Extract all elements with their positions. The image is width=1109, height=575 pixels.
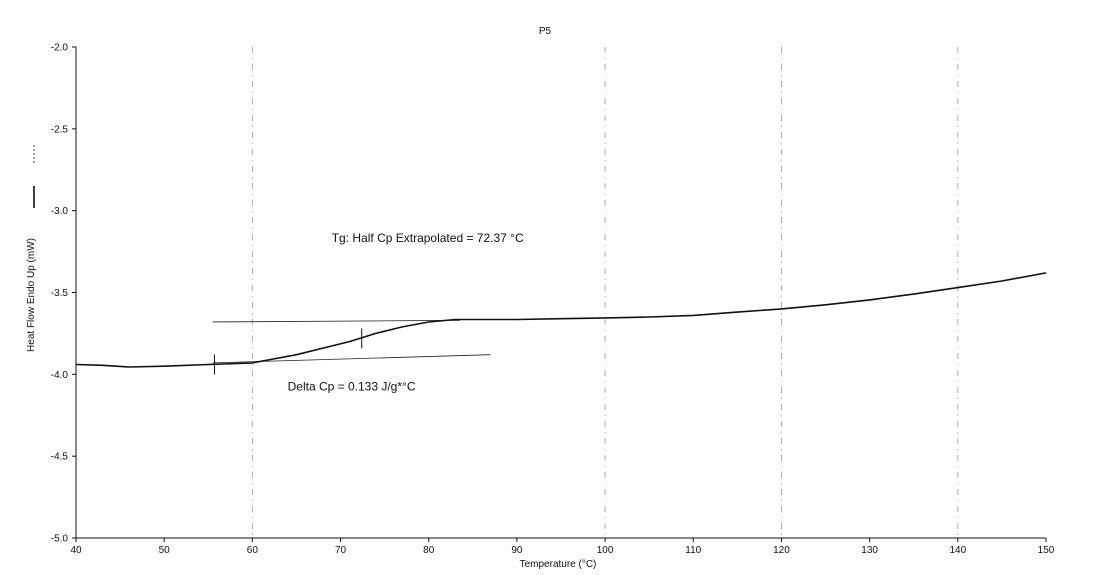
- annotation-text: Tg: Half Cp Extrapolated = 72.37 °C: [332, 231, 524, 245]
- tangent-line: [212, 354, 491, 364]
- y-tick-label: -5.0: [51, 534, 69, 545]
- annotation-group: Tg: Half Cp Extrapolated = 72.37 °C Delta…: [288, 231, 524, 394]
- y-tick-label: -4.0: [51, 370, 69, 381]
- x-tick-label: 150: [1038, 545, 1055, 556]
- x-tick-label: 80: [423, 545, 435, 556]
- vertical-reference-lines: [251, 47, 959, 538]
- x-tick-label: 90: [511, 545, 523, 556]
- heat-flow-series-line: [75, 272, 1047, 368]
- x-axis-title: Temperature (°C): [520, 559, 597, 570]
- x-tick-label: 60: [247, 545, 259, 556]
- x-tick-label: 140: [949, 545, 966, 556]
- marker-group: [213, 328, 363, 375]
- series-group: [75, 272, 1047, 368]
- y-tick-label: -4.5: [51, 452, 69, 463]
- annotation-text: Delta Cp = 0.133 J/g*°C: [288, 380, 416, 394]
- x-tick-label: 100: [597, 545, 614, 556]
- x-tick-label: 70: [335, 545, 347, 556]
- x-tick-label: 130: [861, 545, 878, 556]
- chart-title: P5: [539, 26, 552, 37]
- x-tick-label: 40: [70, 545, 82, 556]
- y-tick-label: -2.0: [51, 43, 69, 54]
- y-axis-title: Heat Flow Endo Up (mW): [26, 238, 37, 352]
- x-axis-ticks: 40 50 60 70 80 90 100 110 120 130 140 150: [70, 538, 1055, 556]
- x-tick-label: 50: [159, 545, 171, 556]
- y-tick-label: -2.5: [51, 124, 69, 135]
- y-tick-label: -3.0: [51, 206, 69, 217]
- x-tick-label: 110: [685, 545, 701, 556]
- x-tick-label: 120: [773, 545, 790, 556]
- tangent-line: [212, 319, 460, 323]
- y-tick-label: -3.5: [51, 288, 69, 299]
- y-axis-ticks: -2.0 -2.5 -3.0 -3.5 -4.0 -4.5 -5.0: [51, 43, 76, 545]
